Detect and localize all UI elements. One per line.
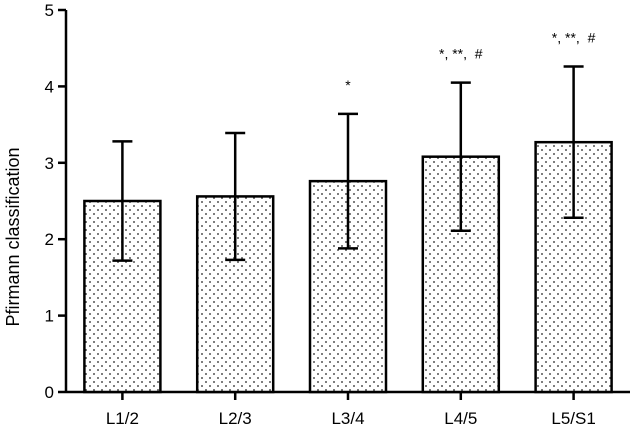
significance-label: *, **, # <box>439 46 483 62</box>
x-axis: L1/2 L2/3 L3/4 L4/5 L5/S1 <box>66 390 630 428</box>
annotations: * *, **, # *, **, # <box>345 30 595 93</box>
y-axis-title: Pfirmann classification <box>3 147 23 326</box>
x-tick-label: L2/3 <box>219 409 252 428</box>
bars <box>83 65 613 394</box>
significance-label: * <box>345 77 351 93</box>
y-tick-label: 5 <box>45 1 54 20</box>
y-tick-label: 3 <box>45 154 54 173</box>
significance-label: *, **, # <box>552 30 596 46</box>
y-tick-label: 1 <box>45 307 54 326</box>
y-tick-label: 4 <box>45 77 54 96</box>
x-tick-label: L4/5 <box>444 409 477 428</box>
y-tick-label: 0 <box>45 383 54 402</box>
x-tick-label: L1/2 <box>106 409 139 428</box>
y-axis: 0 1 2 3 4 5 <box>45 1 68 402</box>
bar <box>83 199 162 394</box>
x-tick-label: L3/4 <box>331 409 364 428</box>
y-tick-label: 2 <box>45 230 54 249</box>
x-tick-label: L5/S1 <box>551 409 595 428</box>
